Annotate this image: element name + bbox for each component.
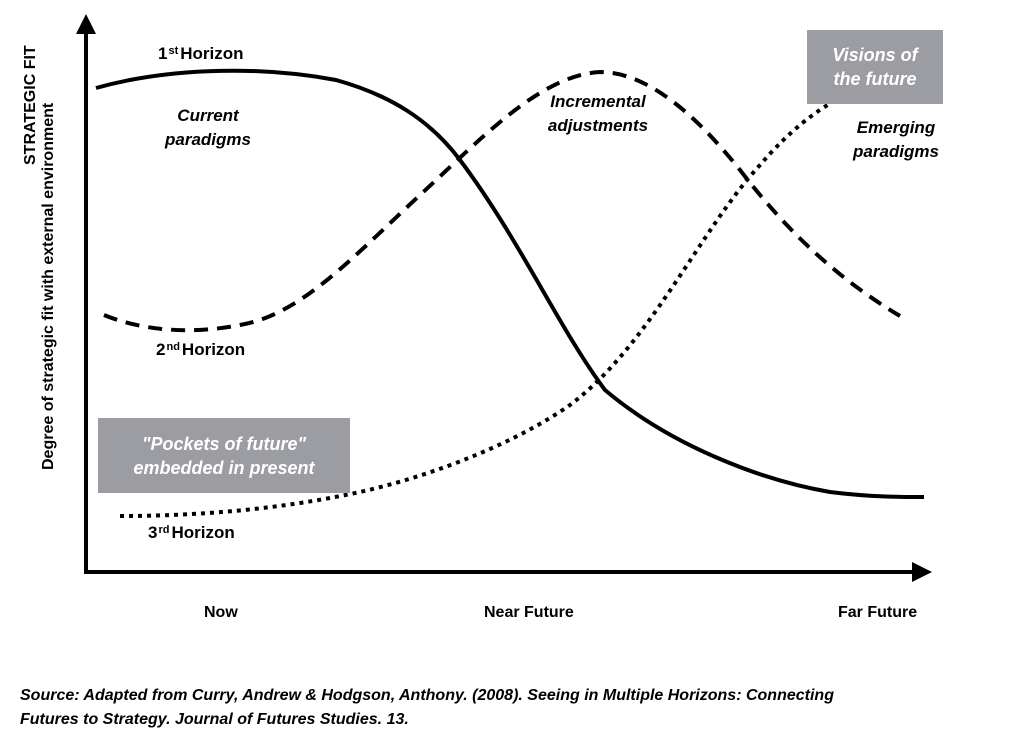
x-tick-now: Now [204, 604, 238, 621]
second-horizon-label: 2nd Horizon [156, 340, 246, 359]
current-paradigms-note: Current paradigms [165, 106, 251, 149]
visions-of-future-box: Visions of the future [807, 30, 943, 104]
x-axis-arrow-icon [912, 562, 932, 582]
source-citation: Source: Adapted from Curry, Andrew & Hod… [20, 687, 834, 728]
incremental-adjustments-note: Incremental adjustments [547, 92, 649, 135]
first-horizon-curve [95, 68, 925, 499]
second-horizon-curve [103, 69, 902, 333]
third-horizon-label: 3rd Horizon [148, 523, 235, 542]
y-axis-subtitle: Degree of strategic fit with external en… [40, 102, 57, 470]
x-tick-near-future: Near Future [484, 604, 574, 621]
y-axis-title: STRATEGIC FIT [22, 45, 39, 165]
y-axis-arrow-icon [76, 14, 96, 34]
x-tick-far-future: Far Future [838, 604, 918, 621]
first-horizon-label: 1st Horizon [158, 44, 244, 63]
third-horizon-curve [119, 98, 837, 518]
pockets-of-future-box: "Pockets of future" embedded in present [98, 418, 350, 493]
emerging-paradigms-note: Emerging paradigms [853, 118, 939, 161]
